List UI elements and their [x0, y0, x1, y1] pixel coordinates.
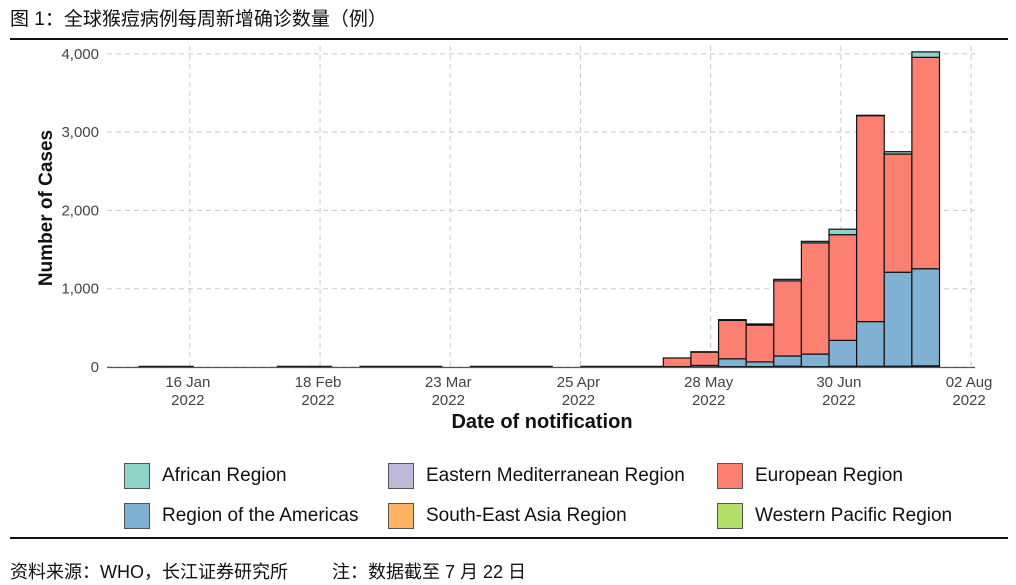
- top-rule: [10, 38, 1008, 40]
- y-tick-label: 2,000: [61, 202, 99, 219]
- x-tick-label: 18 Feb: [295, 374, 342, 391]
- legend-swatch: [717, 463, 743, 489]
- bar-segment: [745, 323, 775, 326]
- legend-item: South-East Asia Region: [388, 503, 627, 529]
- bar-segment: [911, 51, 941, 58]
- bar-segment: [883, 153, 913, 273]
- x-tick-year: 2022: [952, 392, 985, 409]
- x-tick-year: 2022: [692, 392, 725, 409]
- bar-segment: [745, 324, 775, 363]
- bar-segment: [717, 319, 747, 322]
- bar-segment: [856, 320, 885, 367]
- legend-label: Western Pacific Region: [755, 505, 953, 526]
- legend-item: African Region: [124, 463, 287, 489]
- bar-segment: [662, 357, 692, 368]
- legend-swatch: [124, 503, 150, 529]
- bar-segment: [828, 228, 858, 236]
- x-tick-label: 30 Jun: [816, 374, 861, 391]
- bar-segment: [800, 242, 830, 355]
- x-axis-title: Date of notification: [451, 411, 632, 433]
- x-tick-year: 2022: [301, 392, 334, 409]
- x-tick-year: 2022: [822, 392, 855, 409]
- bar-segment: [911, 56, 941, 270]
- legend-label: European Region: [755, 465, 903, 486]
- bar-segment: [717, 319, 747, 360]
- legend-label: Eastern Mediterranean Region: [426, 465, 685, 486]
- y-tick-label: 1,000: [61, 281, 99, 298]
- data-cutoff-note: 注：数据截至 7 月 22 日: [332, 562, 527, 582]
- bar-segment: [883, 271, 913, 367]
- legend-item: Eastern Mediterranean Region: [388, 463, 685, 489]
- x-tick-label: 16 Jan: [165, 374, 210, 391]
- bar-segment: [800, 353, 830, 368]
- legend-swatch: [388, 503, 414, 529]
- bar-segment: [717, 358, 747, 368]
- legend-item: European Region: [717, 463, 903, 489]
- x-tick-year: 2022: [432, 392, 465, 409]
- bar-segment: [773, 278, 802, 282]
- bar-segment: [690, 351, 720, 367]
- legend-label: Region of the Americas: [162, 505, 359, 526]
- y-tick-label: 4,000: [61, 46, 99, 63]
- x-tick-label: 25 Apr: [557, 374, 600, 391]
- y-axis-title: Number of Cases: [36, 130, 57, 286]
- legend-swatch: [717, 503, 743, 529]
- bar-segment: [745, 361, 775, 368]
- y-tick-label: 0: [91, 359, 99, 376]
- bottom-rule: [10, 537, 1008, 539]
- bar-segment: [911, 268, 941, 367]
- stacked-bars: [138, 51, 941, 368]
- bar-segment: [828, 234, 858, 341]
- x-tick-year: 2022: [171, 392, 204, 409]
- x-tick-year: 2022: [562, 392, 595, 409]
- source-note: 资料来源：WHO，长江证券研究所: [10, 562, 288, 582]
- legend-item: Western Pacific Region: [717, 503, 952, 529]
- legend-swatch: [124, 463, 150, 489]
- bar-segment: [800, 240, 830, 244]
- y-tick-label: 3,000: [61, 124, 99, 141]
- bar-segment: [856, 115, 885, 323]
- legend-label: African Region: [162, 465, 287, 486]
- x-tick-label: 02 Aug: [946, 374, 993, 391]
- figure-title: 图 1：全球猴痘病例每周新增确诊数量（例）: [10, 9, 387, 30]
- legend-item: Region of the Americas: [124, 503, 358, 529]
- legend-label: South-East Asia Region: [426, 505, 627, 526]
- bar-segment: [773, 355, 802, 367]
- figure-footer: 资料来源：WHO，长江证券研究所 注：数据截至 7 月 22 日: [10, 558, 526, 584]
- legend-swatch: [388, 463, 414, 489]
- x-tick-label: 23 Mar: [425, 374, 472, 391]
- bar-segment: [773, 280, 802, 357]
- bar-segment: [883, 151, 913, 155]
- x-tick-label: 28 May: [684, 374, 734, 391]
- bar-segment: [828, 339, 858, 367]
